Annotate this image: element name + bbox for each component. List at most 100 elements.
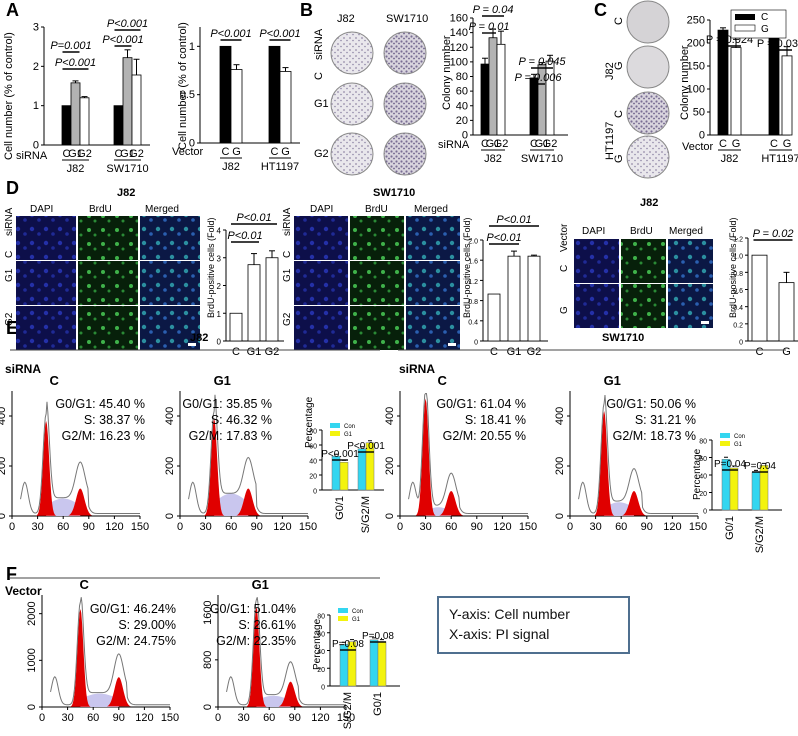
panel-label-c: C xyxy=(594,0,607,20)
B-ytick-label: 0 xyxy=(462,130,468,142)
e-flow-3-ytick-label: 0 xyxy=(554,513,566,519)
e-flow-1-xtick-label: 120 xyxy=(273,521,291,533)
e-flow-0-sample-label: C xyxy=(50,373,60,388)
d1-sirna: siRNA xyxy=(4,207,15,236)
D2-ytick-label: 1.6 xyxy=(468,259,478,266)
d1-merged: Merged xyxy=(145,204,179,215)
E2-cat-label: G0/1 xyxy=(724,516,736,540)
F1-ytick-label: 20 xyxy=(317,667,325,674)
f-flow-0-xtick-label: 150 xyxy=(161,712,179,724)
E2-legend-label-g1: G1 xyxy=(734,442,743,448)
f-flow-0-ytick-label: 0 xyxy=(26,704,38,710)
f-flow-0-xtick-label: 90 xyxy=(113,712,125,724)
d2grid-scalebar xyxy=(448,343,456,346)
d2grid-tile-r1-c1 xyxy=(350,261,404,305)
C-bar-label: C xyxy=(719,138,727,150)
A1-bar-label: G2 xyxy=(129,148,144,160)
b-3-pvalue: P = 0.045 xyxy=(519,56,567,68)
e-flow-3-g1-peak xyxy=(593,411,615,516)
a2-ylabel: Cell number (% of control) xyxy=(177,22,189,150)
e-flow-2-ytick-label: 200 xyxy=(384,457,396,475)
C-bar-label: G xyxy=(732,138,741,150)
b-dish-sw-c xyxy=(383,31,427,75)
A2-bar-HT1197-G xyxy=(279,71,292,144)
e-flow-1-s-phase xyxy=(214,493,249,516)
B-bar-SW1710-C xyxy=(529,77,539,136)
E1-bar-S/G2/M-Con xyxy=(357,448,367,491)
d2-micro: SW1710 siRNA DAPI BrdU Merged C G1 G2 xyxy=(282,187,460,350)
d2-merged: Merged xyxy=(414,204,448,215)
panel-label-b: B xyxy=(300,0,313,20)
A2-bar-label: G xyxy=(232,146,241,158)
d2-ylabel: BrdU-positive cells (Fold) xyxy=(462,217,472,318)
e-flow-3-ytick-label: 400 xyxy=(554,407,566,425)
d3grid-tile-r0-c0 xyxy=(574,239,619,283)
A1-ytick-label: 3 xyxy=(33,22,39,34)
e-flow-0-g1-peak xyxy=(35,421,57,516)
e-flow-0-xtick-label: 120 xyxy=(105,521,123,533)
f-flow-1-g0g1-text: G0/G1: 51.04% xyxy=(210,602,296,616)
E1-legend-label-con: Con xyxy=(344,424,355,430)
d1grid-tile-r0-c2 xyxy=(140,216,200,260)
d3grid-tile-r0-c1 xyxy=(621,239,666,283)
E1-legend-label-g1: G1 xyxy=(344,432,353,438)
e-flow-2-sample-label: C xyxy=(438,373,448,388)
d1grid-tile-r1-c2 xyxy=(140,261,200,305)
E1-bar-G0/1-Con xyxy=(331,456,341,491)
F1-legend-swatch-g1 xyxy=(338,616,348,621)
E1-ytick-label: 80 xyxy=(309,429,317,436)
D3-ytick-label: 1.2 xyxy=(733,237,743,244)
B-bar-label: G1 xyxy=(486,138,501,150)
e-flow-0-g0g1-text: G0/G1: 45.40 % xyxy=(55,397,145,411)
e-flow-0-ytick-label: 200 xyxy=(0,457,8,475)
e-flow-3-xtick-label: 0 xyxy=(567,521,573,533)
axis-note-box: Y-axis: Cell number X-axis: PI signal xyxy=(437,596,630,654)
panel-label-f: F xyxy=(6,564,17,584)
f-flow-0-g2m-text: G2/M: 24.75% xyxy=(96,634,176,648)
A1-bar-J82-G2 xyxy=(79,97,90,146)
e-flow-2-xtick-label: 120 xyxy=(493,521,511,533)
panel-label-d: D xyxy=(6,178,19,198)
A1-bar-label: G2 xyxy=(77,148,92,160)
F1-legend-swatch-con xyxy=(338,608,348,613)
d3-brdu: BrdU xyxy=(630,226,653,237)
c-dish-ht-c xyxy=(626,91,670,135)
d2grid-tile-r0-c0 xyxy=(294,216,348,260)
f-flow-1-xtick-label: 120 xyxy=(311,712,329,724)
B-ytick-label: 80 xyxy=(456,71,468,83)
e-flow-2-xtick-label: 90 xyxy=(471,521,483,533)
f1-ylabel: Percentage xyxy=(312,618,323,670)
e2-ylabel: Percentage xyxy=(692,448,703,500)
C-bar-HT1197-C xyxy=(768,35,780,136)
e-flow-3-g2-peak xyxy=(622,491,646,516)
e-flow-3-s-text: S: 31.21 % xyxy=(635,413,696,427)
e-flow-1-ytick-label: 200 xyxy=(164,457,176,475)
c-row-c2: C xyxy=(613,110,625,118)
D2-cat-label: G2 xyxy=(527,346,542,358)
F1-legend-label-con: Con xyxy=(352,609,363,615)
F1-ytick-label: 40 xyxy=(317,649,325,656)
d3-merged: Merged xyxy=(669,226,703,237)
e-sw-title: SW1710 xyxy=(602,332,644,344)
e-flow-1-xtick-label: 150 xyxy=(299,521,317,533)
D2-ytick-label: 1.2 xyxy=(468,279,478,286)
d3-title: J82 xyxy=(640,197,658,209)
c-legend-label-g: G xyxy=(761,24,769,35)
E1-cat-label: S/G2/M xyxy=(360,496,372,533)
B-bar-label: G2 xyxy=(494,138,509,150)
e-sirna-2: siRNA xyxy=(399,362,435,376)
b-dish-sw-g1 xyxy=(383,82,427,126)
d3grid-tile-r0-c2 xyxy=(668,239,713,283)
b-sirna-axis-label: siRNA xyxy=(438,139,470,151)
f-vector: Vector xyxy=(5,584,42,598)
d3-row-g: G xyxy=(559,306,570,314)
f-flow-0-g1-peak xyxy=(70,609,91,707)
d2-sirna: siRNA xyxy=(282,207,293,236)
E1-ytick-label: 20 xyxy=(309,474,317,481)
panel-label-a: A xyxy=(6,0,19,20)
d2grid-tile-r2-c2 xyxy=(406,306,460,350)
E2-ytick-label: 60 xyxy=(699,456,707,463)
c-2-pvalue: P = 0.035 xyxy=(757,38,798,50)
f-flow-0-sample-label: C xyxy=(80,577,90,592)
b-dish-sw-g2 xyxy=(383,132,427,176)
